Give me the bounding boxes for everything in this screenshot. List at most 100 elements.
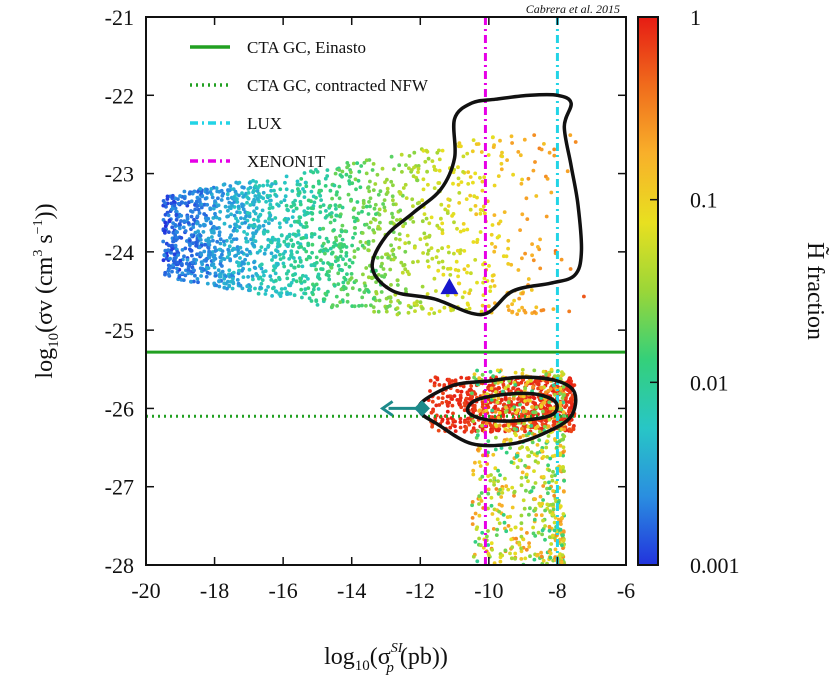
- scatter-point: [291, 242, 296, 247]
- scatter-point: [161, 199, 166, 203]
- scatter-point: [462, 290, 467, 295]
- scatter-point: [454, 259, 459, 264]
- scatter-point: [364, 222, 369, 227]
- scatter-point: [304, 224, 309, 229]
- scatter-point: [521, 405, 525, 410]
- scatter-point: [448, 266, 453, 271]
- scatter-point: [430, 399, 435, 404]
- scatter-point: [373, 182, 378, 186]
- scatter-point: [289, 252, 294, 256]
- scatter-point: [560, 553, 565, 557]
- scatter-point: [446, 244, 451, 249]
- scatter-point: [228, 224, 233, 229]
- scatter-point: [479, 491, 484, 495]
- scatter-point: [494, 487, 499, 491]
- scatter-point: [504, 405, 508, 410]
- scatter-point: [245, 284, 250, 289]
- scatter-point: [179, 213, 184, 218]
- scatter-point: [511, 172, 515, 177]
- scatter-point: [299, 245, 304, 249]
- scatter-point: [337, 196, 342, 201]
- scatter-point: [366, 275, 371, 280]
- scatter-point: [514, 455, 519, 459]
- scatter-point: [549, 190, 554, 195]
- scatter-point: [442, 383, 447, 387]
- scatter-point: [247, 214, 252, 219]
- scatter-point: [351, 215, 356, 220]
- scatter-point: [205, 281, 210, 286]
- scatter-point: [293, 259, 297, 264]
- scatter-point: [317, 188, 322, 193]
- scatter-point: [364, 303, 368, 308]
- scatter-point: [547, 524, 552, 529]
- scatter-point: [447, 250, 451, 255]
- scatter-point: [471, 419, 476, 424]
- scatter-point: [506, 400, 511, 405]
- scatter-point: [519, 483, 524, 488]
- scatter-point: [504, 484, 509, 489]
- scatter-point: [513, 383, 518, 387]
- scatter-point: [218, 241, 223, 246]
- scatter-point: [361, 201, 366, 206]
- scatter-point: [470, 391, 474, 396]
- scatter-point: [339, 249, 344, 254]
- scatter-point: [237, 261, 241, 265]
- scatter-point: [238, 245, 243, 250]
- scatter-point: [228, 235, 232, 240]
- scatter-point: [170, 269, 174, 274]
- scatter-point: [349, 276, 354, 280]
- scatter-point: [240, 221, 245, 226]
- scatter-point: [372, 230, 377, 235]
- scatter-point: [471, 426, 476, 430]
- x-tick-label: -8: [548, 578, 566, 603]
- scatter-point: [395, 218, 399, 222]
- scatter-point: [411, 220, 416, 224]
- scatter-point: [520, 212, 525, 217]
- scatter-point: [254, 180, 258, 184]
- scatter-point: [561, 385, 566, 389]
- scatter-point: [388, 304, 392, 308]
- scatter-point: [356, 247, 360, 251]
- scatter-point: [312, 200, 317, 205]
- upper-contour: [370, 92, 584, 317]
- scatter-point: [569, 429, 574, 434]
- scatter-point: [436, 396, 441, 400]
- scatter-point: [346, 192, 351, 197]
- scatter-point: [266, 237, 271, 242]
- scatter-point: [523, 463, 527, 468]
- scatter-point: [319, 258, 323, 263]
- scatter-point: [278, 187, 283, 192]
- scatter-point: [336, 263, 341, 268]
- scatter-point: [389, 283, 393, 287]
- scatter-point: [548, 509, 552, 513]
- scatter-point: [371, 305, 376, 309]
- scatter-point: [215, 239, 220, 244]
- scatter-point: [510, 485, 515, 490]
- scatter-point: [484, 421, 489, 426]
- scatter-point: [506, 487, 511, 492]
- scatter-point: [279, 200, 283, 205]
- scatter-point: [298, 202, 303, 207]
- scatter-point: [334, 294, 339, 299]
- scatter-point: [226, 196, 230, 201]
- scatter-point: [368, 220, 373, 225]
- scatter-point: [326, 261, 330, 265]
- scatter-point: [531, 168, 536, 173]
- scatter-point: [257, 276, 261, 281]
- scatter-point: [218, 237, 223, 242]
- scatter-point: [503, 386, 508, 391]
- scatter-point: [549, 542, 554, 546]
- scatter-point: [504, 450, 509, 455]
- scatter-point: [186, 267, 191, 272]
- scatter-point: [543, 508, 547, 513]
- scatter-point: [175, 250, 180, 254]
- scatter-point: [356, 178, 361, 183]
- scatter-point: [310, 250, 314, 255]
- scatter-point: [232, 200, 237, 204]
- scatter-point: [496, 396, 501, 401]
- scatter-point: [270, 182, 274, 186]
- scatter-point: [371, 188, 376, 193]
- scatter-point: [240, 250, 244, 255]
- scatter-point: [540, 501, 545, 506]
- scatter-point: [345, 272, 349, 276]
